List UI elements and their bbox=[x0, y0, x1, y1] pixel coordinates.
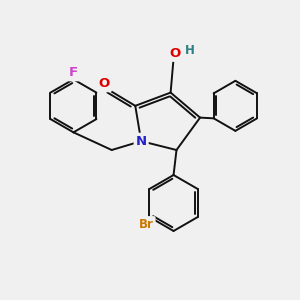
Text: Br: Br bbox=[139, 218, 154, 231]
Text: H: H bbox=[185, 44, 195, 57]
Text: F: F bbox=[69, 66, 78, 80]
Text: O: O bbox=[99, 77, 110, 90]
Text: N: N bbox=[136, 135, 147, 148]
Text: O: O bbox=[169, 47, 181, 60]
